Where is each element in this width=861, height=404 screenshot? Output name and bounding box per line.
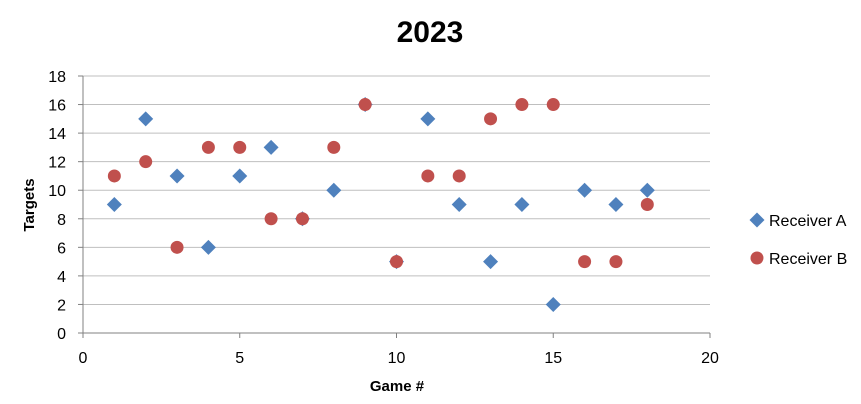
legend-marker: [750, 251, 764, 265]
data-point-diamond: [577, 182, 593, 198]
data-point-diamond: [608, 197, 624, 212]
data-point-diamond: [483, 254, 499, 270]
legend-marker: [749, 212, 765, 228]
data-point-diamond: [514, 197, 530, 212]
x-tick-label: 0: [79, 350, 88, 367]
x-tick-label: 20: [701, 350, 719, 367]
y-tick-label: 12: [48, 155, 66, 172]
y-tick-label: 10: [48, 183, 66, 200]
data-point-diamond: [200, 239, 216, 255]
data-point-circle: [640, 198, 654, 211]
data-point-circle: [233, 140, 247, 154]
data-point-diamond: [451, 197, 467, 212]
data-point-circle: [390, 255, 403, 269]
data-point-circle: [295, 212, 309, 226]
y-tick-label: 2: [57, 297, 66, 314]
data-point-circle: [139, 155, 153, 169]
legend: Receiver A Receiver B: [749, 212, 847, 268]
data-point-circle: [578, 255, 592, 269]
data-point-circle: [107, 169, 121, 183]
x-tick-label: 10: [388, 350, 406, 367]
y-tick-label: 8: [57, 212, 66, 229]
tick-labels: 0 2 4 6 8 10 12 14 16 18 0 5 10 15 20: [48, 69, 719, 367]
chart-title: 2023: [397, 16, 464, 49]
y-tick-label: 6: [57, 240, 66, 257]
data-point-circle: [484, 112, 498, 126]
y-tick-label: 18: [48, 69, 66, 86]
data-point-diamond: [326, 182, 342, 198]
legend-entry: Receiver A: [769, 213, 847, 230]
y-tick-label: 16: [48, 98, 66, 115]
data-point-circle: [421, 169, 435, 183]
y-axis-label: Targets: [21, 178, 38, 231]
y-tick-label: 4: [57, 269, 66, 286]
data-point-circle: [515, 98, 529, 112]
y-tick-label: 0: [57, 326, 66, 343]
data-point-diamond: [138, 111, 154, 127]
series-1: [106, 97, 655, 312]
x-tick-label: 5: [235, 350, 244, 367]
data-point-diamond: [545, 296, 561, 312]
data-point-circle: [170, 240, 184, 254]
data-point-circle: [327, 140, 341, 154]
data-point-diamond: [169, 168, 185, 184]
data-point-diamond: [420, 111, 436, 127]
x-tick-label: 15: [544, 350, 562, 367]
data-point-diamond: [232, 168, 248, 184]
data-point-circle: [201, 140, 215, 154]
data-points: [106, 97, 655, 312]
x-axis-label: Game #: [370, 378, 425, 395]
axes: [78, 75, 711, 338]
data-point-diamond: [263, 139, 279, 155]
y-tick-label: 14: [48, 126, 66, 143]
legend-entry: Receiver B: [769, 251, 847, 268]
data-point-circle: [358, 98, 372, 112]
data-point-diamond: [106, 197, 122, 212]
data-point-diamond: [639, 182, 655, 198]
data-point-circle: [546, 98, 560, 112]
data-point-circle: [609, 255, 623, 269]
data-point-circle: [264, 212, 278, 226]
series-2: [107, 98, 654, 269]
data-point-circle: [452, 169, 466, 183]
gridlines: [83, 75, 710, 305]
